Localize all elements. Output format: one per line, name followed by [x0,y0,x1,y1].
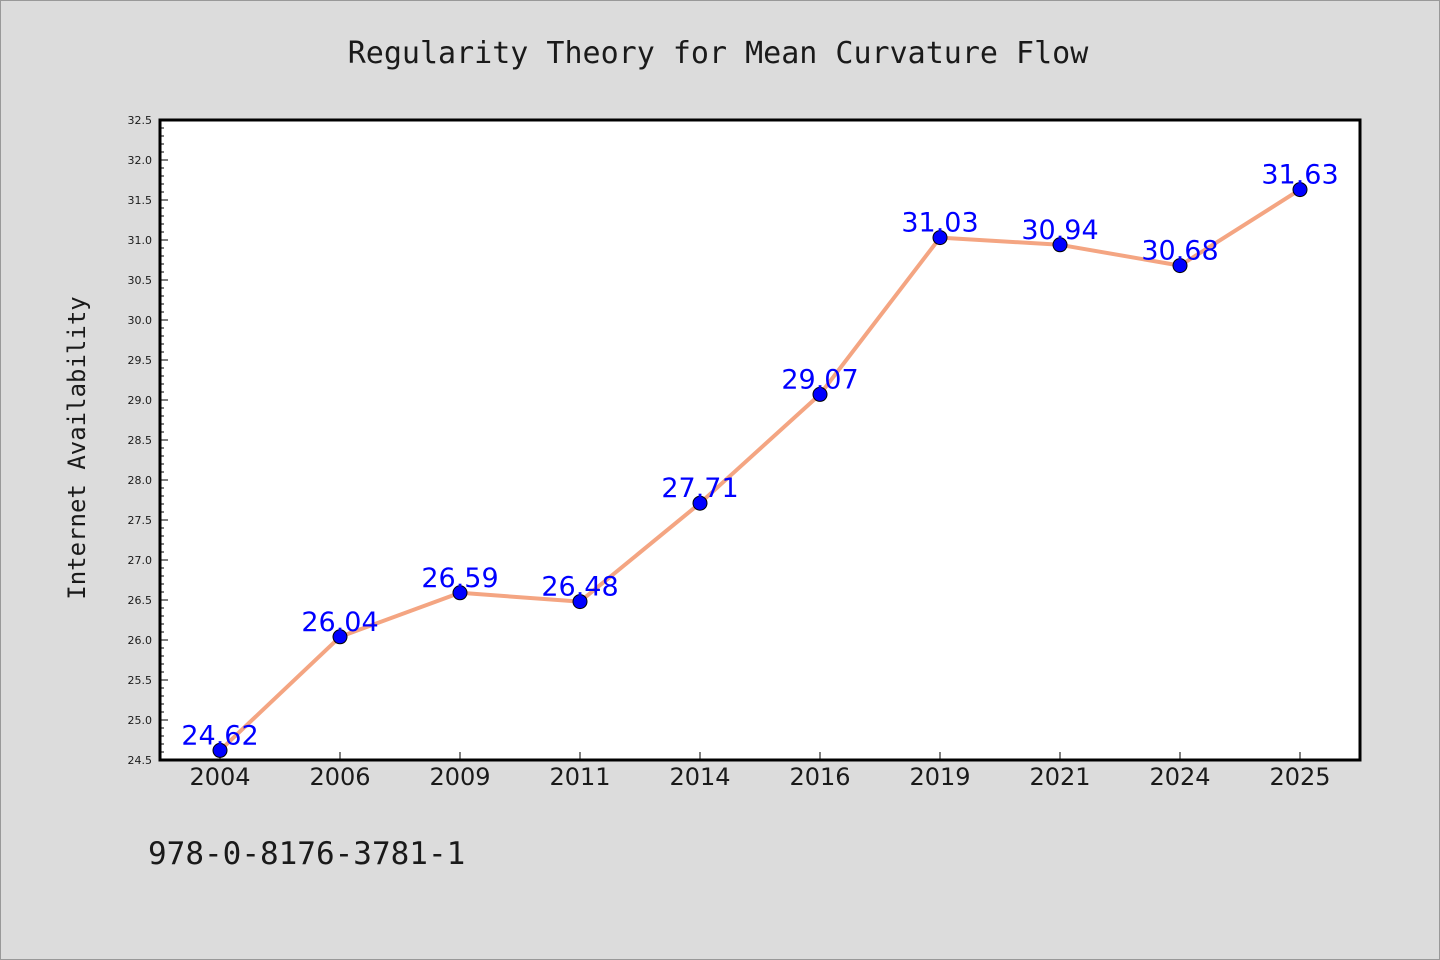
y-tick-label: 30.0 [128,314,153,327]
data-labels: 24.62 26.04 26.59 26.48 27.71 29.07 31.03 30.94… [181,160,1338,752]
data-value-label: 24.62 [181,720,258,751]
y-axis-label: Internet Availability [63,296,91,599]
data-point [572,594,588,610]
y-tick-label: 31.5 [128,194,153,207]
y-tick-label: 30.5 [128,274,153,287]
y-tick-label: 26.5 [128,594,153,607]
y-tick-label: 25.0 [128,714,153,727]
data-point [812,386,828,402]
data-point [212,742,228,758]
data-value-label: 26.59 [421,563,498,594]
y-tick-label: 24.5 [128,754,153,767]
data-point [332,629,348,645]
y-tick-label: 29.5 [128,354,153,367]
x-tick-label: 2021 [1029,763,1090,791]
y-tick-label: 32.0 [128,154,153,167]
y-tick-label: 32.5 [128,114,153,127]
data-value-label: 29.07 [781,364,858,395]
data-markers [212,182,1308,758]
data-value-label: 27.71 [661,473,738,504]
y-tick-label: 29.0 [128,394,153,407]
data-value-label: 30.94 [1021,215,1098,246]
y-tick-label: 28.0 [128,474,153,487]
data-value-label: 30.68 [1141,236,1218,267]
y-tick-label: 28.5 [128,434,153,447]
plot-area [160,120,1360,760]
y-tick-label: 27.5 [128,514,153,527]
data-point [1172,258,1188,274]
y-tick-label: 26.0 [128,634,153,647]
data-value-label: 31.03 [901,208,978,239]
plot-frame [158,118,1362,762]
x-tick-label: 2004 [189,763,250,791]
y-tick-label: 25.5 [128,674,153,687]
x-tick-label: 2025 [1269,763,1330,791]
y-tick-label: 31.0 [128,234,153,247]
x-tick-label: 2019 [909,763,970,791]
y-tick-label: 27.0 [128,554,153,567]
data-point [1292,182,1308,198]
chart-title: Regularity Theory for Mean Curvature Flo… [348,36,1089,71]
data-value-label: 26.04 [301,607,378,638]
footer-isbn: 978-0-8176-3781-1 [148,836,465,872]
x-tick-label: 2009 [429,763,490,791]
x-tick-label: 2011 [549,763,610,791]
data-point [692,495,708,511]
x-tick-label: 2014 [669,763,730,791]
x-tick-label: 2024 [1149,763,1210,791]
data-point [452,585,468,601]
series-line [218,187,1302,753]
x-tick-label: 2006 [309,763,370,791]
data-value-label: 31.63 [1261,160,1338,191]
data-value-label: 26.48 [541,572,618,603]
x-tick-label: 2016 [789,763,850,791]
data-point [932,230,948,246]
data-point [1052,237,1068,253]
